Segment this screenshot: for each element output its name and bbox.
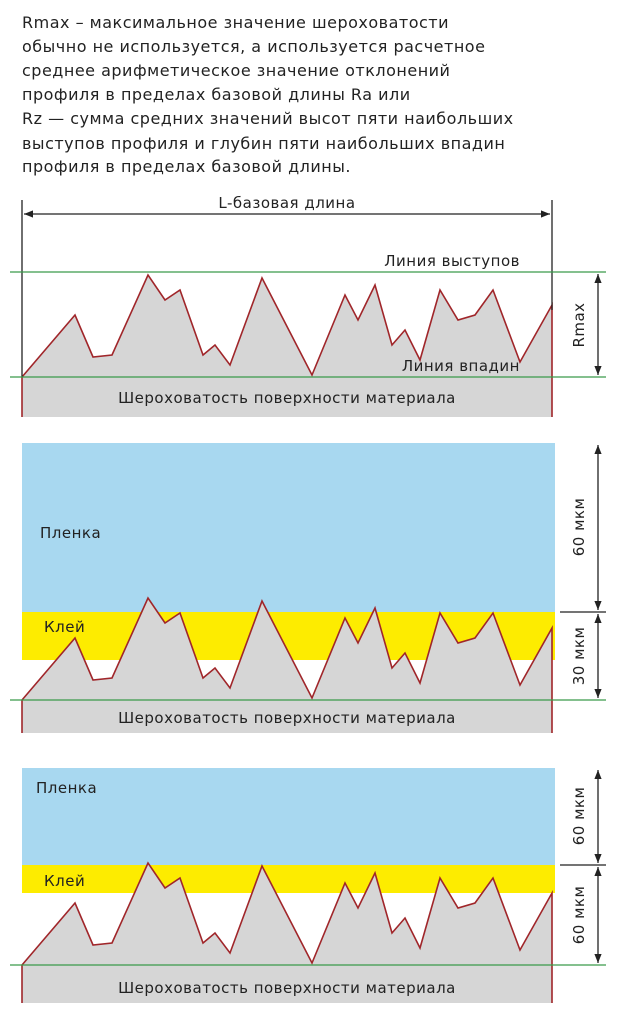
length-label: L-базовая длина: [218, 194, 355, 212]
glue: [22, 865, 555, 893]
surface-label: Шероховатость поверхности материала: [118, 709, 456, 727]
surface: [22, 598, 552, 733]
desc-line: Rz — сумма средних значений высот пяти н…: [22, 109, 514, 128]
peaks-line-label: Линия выступов: [384, 252, 520, 270]
glue-thickness: 30 мкм: [570, 627, 588, 686]
desc-line: выступов профиля и глубин пяти наибольши…: [22, 134, 505, 153]
diagram-2: 60 мкм 30 мкм Шероховатость поверхности …: [10, 443, 606, 733]
glue-label: Клей: [44, 618, 85, 636]
profile-line: [21, 596, 553, 733]
film-thickness: 60 мкм: [570, 498, 588, 557]
film-label: Пленка: [36, 779, 97, 797]
desc-line: профиля в пределах базовой длины.: [22, 157, 351, 176]
profile-line: [21, 273, 553, 417]
desc-line: среднее арифметическое значение отклонен…: [22, 61, 450, 80]
diagram-3: 60 мкм 60 мкм Шероховатость поверхности …: [10, 768, 606, 1003]
desc-line: обычно не используется, а используется р…: [22, 37, 485, 56]
height-label: Rmax: [570, 302, 588, 347]
glue-label: Клей: [44, 872, 85, 890]
surface: [22, 275, 552, 417]
glue-thickness: 60 мкм: [570, 886, 588, 945]
desc-line: Rmax – максимальное значение шероховатос…: [22, 13, 449, 32]
surface-label: Шероховатость поверхности материала: [118, 979, 456, 997]
profile-line: [21, 861, 553, 1003]
film: [22, 768, 555, 865]
film-label: Пленка: [40, 524, 101, 542]
film-thickness: 60 мкм: [570, 787, 588, 846]
valleys-line-label: Линия впадин: [402, 357, 520, 375]
film: [22, 443, 555, 612]
description: Rmax – максимальное значение шероховатос…: [22, 13, 514, 176]
surface-label: Шероховатость поверхности материала: [118, 389, 456, 407]
diagram-1: L-базовая длина Линия выступов Линия впа…: [10, 194, 606, 417]
surface: [22, 863, 552, 1003]
desc-line: профиля в пределах базовой длины Ra или: [22, 85, 411, 104]
